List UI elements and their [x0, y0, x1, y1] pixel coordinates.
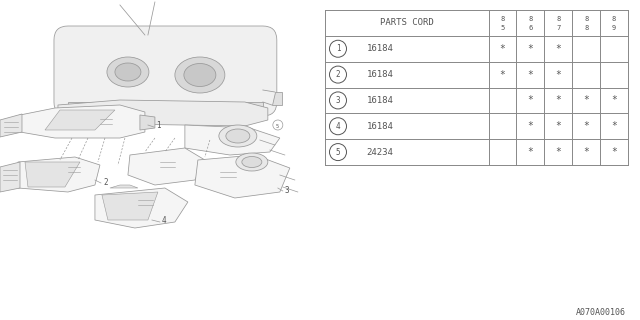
Text: 9: 9 — [612, 25, 616, 31]
Polygon shape — [58, 100, 268, 126]
Text: 6: 6 — [528, 25, 532, 31]
Text: *: * — [611, 147, 617, 157]
Text: *: * — [556, 44, 561, 54]
Text: *: * — [556, 121, 561, 131]
Text: 16184: 16184 — [367, 96, 394, 105]
Polygon shape — [185, 125, 280, 155]
Polygon shape — [102, 192, 158, 220]
Text: 3: 3 — [336, 96, 340, 105]
Text: 16184: 16184 — [367, 70, 394, 79]
Text: *: * — [527, 147, 533, 157]
Text: 5: 5 — [500, 25, 505, 31]
Text: *: * — [611, 121, 617, 131]
FancyBboxPatch shape — [54, 26, 277, 116]
Text: 8: 8 — [500, 16, 505, 22]
Text: 8: 8 — [556, 16, 561, 22]
Text: 5: 5 — [275, 124, 278, 129]
Ellipse shape — [107, 57, 149, 87]
Ellipse shape — [115, 63, 141, 81]
Text: *: * — [611, 95, 617, 105]
Polygon shape — [110, 185, 138, 188]
Text: 16184: 16184 — [367, 122, 394, 131]
Text: 4: 4 — [336, 122, 340, 131]
Text: *: * — [527, 44, 533, 54]
Text: 1: 1 — [336, 44, 340, 53]
Text: *: * — [556, 95, 561, 105]
Text: 8: 8 — [528, 16, 532, 22]
Text: *: * — [556, 147, 561, 157]
Text: *: * — [583, 95, 589, 105]
Polygon shape — [68, 102, 263, 113]
Text: *: * — [583, 121, 589, 131]
Text: 16184: 16184 — [367, 44, 394, 53]
Text: 5: 5 — [336, 148, 340, 156]
Ellipse shape — [226, 129, 250, 143]
Ellipse shape — [242, 156, 262, 167]
Text: 1: 1 — [156, 121, 161, 130]
Text: 8: 8 — [612, 16, 616, 22]
Text: 24234: 24234 — [367, 148, 394, 156]
Text: 8: 8 — [584, 16, 588, 22]
Ellipse shape — [236, 153, 268, 171]
Text: 7: 7 — [556, 25, 561, 31]
Text: 8: 8 — [584, 25, 588, 31]
Text: 2: 2 — [336, 70, 340, 79]
Polygon shape — [0, 162, 20, 192]
Polygon shape — [25, 162, 80, 187]
Text: 2: 2 — [103, 178, 108, 187]
Text: A070A00106: A070A00106 — [576, 308, 626, 317]
Ellipse shape — [184, 63, 216, 86]
Text: *: * — [556, 69, 561, 80]
Polygon shape — [45, 110, 115, 130]
Text: *: * — [527, 69, 533, 80]
Text: *: * — [500, 69, 506, 80]
Text: *: * — [500, 44, 506, 54]
Text: *: * — [527, 95, 533, 105]
Polygon shape — [140, 115, 155, 130]
Polygon shape — [272, 92, 282, 105]
Text: 3: 3 — [285, 186, 289, 195]
Polygon shape — [0, 114, 22, 137]
Text: *: * — [583, 147, 589, 157]
Ellipse shape — [175, 57, 225, 93]
Text: PARTS CORD: PARTS CORD — [380, 19, 434, 28]
Polygon shape — [20, 105, 145, 138]
Ellipse shape — [219, 125, 257, 147]
Polygon shape — [95, 188, 188, 228]
Polygon shape — [128, 148, 205, 185]
Text: 4: 4 — [162, 216, 166, 225]
Polygon shape — [18, 157, 100, 192]
Text: *: * — [527, 121, 533, 131]
Polygon shape — [195, 155, 290, 198]
